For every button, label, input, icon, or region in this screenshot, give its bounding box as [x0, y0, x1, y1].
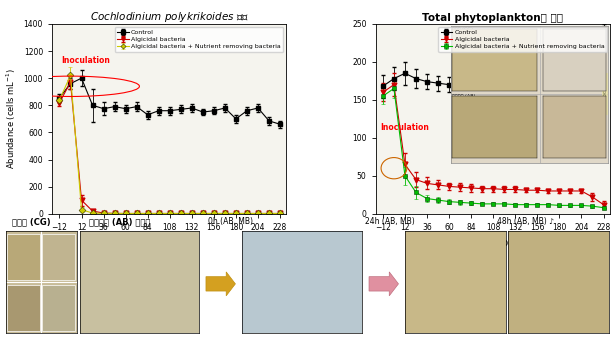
Text: 48h (AB, MB) ♪: 48h (AB, MB) ♪ [497, 217, 554, 226]
Y-axis label: Abundance (cells mL$^{-1}$): Abundance (cells mL$^{-1}$) [5, 68, 18, 169]
Title: $\mathit{Cochlodinium\ polykrikoides}$ 변화: $\mathit{Cochlodinium\ polykrikoides}$ 변… [89, 10, 249, 24]
Bar [7, 285, 40, 331]
Bar [7, 234, 40, 280]
Title: Total phytoplankton의 변화: Total phytoplankton의 변화 [422, 13, 563, 23]
Text: 0h (AB, MB): 0h (AB, MB) [208, 217, 253, 226]
X-axis label: Time (Hour): Time (Hour) [140, 237, 199, 247]
Text: Inoculation: Inoculation [61, 56, 110, 65]
FancyArrow shape [206, 272, 235, 296]
Text: 24h (AB, MB): 24h (AB, MB) [365, 217, 414, 226]
Text: 대조구 (CG): 대조구 (CG) [12, 217, 51, 226]
Text: Inoculation: Inoculation [380, 123, 429, 132]
X-axis label: Time (Hour): Time (Hour) [463, 237, 522, 247]
Bar [42, 285, 75, 331]
Text: 살조세균 (AB) 처리구: 살조세균 (AB) 처리구 [89, 217, 150, 226]
Bar [42, 234, 75, 280]
Legend: Control, Algicidal bacteria, Algicidal bacteria + Nutrient removing bacteria: Control, Algicidal bacteria, Algicidal b… [115, 27, 283, 52]
FancyArrow shape [369, 272, 398, 296]
Legend: Control, Algicidal bacteria, Algicidal bacteria + Nutrient removing bacteria: Control, Algicidal bacteria, Algicidal b… [438, 27, 607, 52]
